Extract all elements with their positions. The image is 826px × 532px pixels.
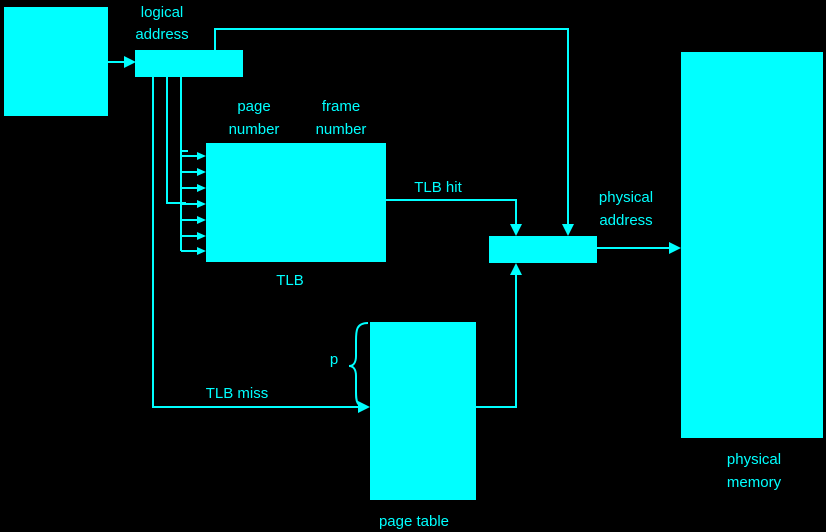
physical-address-to-memory-arrowhead xyxy=(669,242,681,254)
page-index-label: p xyxy=(330,351,338,368)
physical-address-label-line-2: address xyxy=(599,212,652,229)
logical-address-label-line-2: address xyxy=(135,26,188,43)
frame-number-label-line-1: frame xyxy=(322,98,360,115)
physical-address-label-line-1: physical xyxy=(599,189,653,206)
page-number-label-line-2: number xyxy=(229,121,280,138)
page-table-output-wire xyxy=(476,274,517,408)
physical-memory-box xyxy=(681,52,823,438)
tlb-probe-arrowhead xyxy=(197,184,206,192)
tlb-hit-wire xyxy=(386,199,517,225)
tlb-probe-wire-inner xyxy=(180,77,188,152)
offset-wire xyxy=(214,28,569,225)
tlb-miss-label: TLB miss xyxy=(206,385,269,402)
page-table-box xyxy=(370,322,476,500)
tlb-hit-label: TLB hit xyxy=(414,179,462,196)
physical-address-register xyxy=(489,236,597,263)
physical-memory-label-line-1: physical xyxy=(727,451,781,468)
offset-arrowhead xyxy=(562,224,574,236)
tlb-probe-arrowhead xyxy=(197,216,206,224)
tlb-probe-arrowhead xyxy=(197,247,206,255)
page-number-label-line-1: page xyxy=(237,98,270,115)
tlb-miss-wire xyxy=(152,77,360,408)
page-table-label: page table xyxy=(379,513,449,530)
physical-memory-label-line-2: memory xyxy=(727,474,782,491)
cpu-to-logical-arrowhead xyxy=(124,56,136,68)
tlb-probe-arrowhead xyxy=(197,200,206,208)
tlb-probe-arrowhead xyxy=(197,232,206,240)
logical-address-label-line-1: logical xyxy=(141,4,184,21)
page-index-brace xyxy=(348,322,369,408)
logical-address-register xyxy=(135,50,243,77)
tlb-probe-arrows xyxy=(181,152,206,255)
tlb-label: TLB xyxy=(276,272,304,289)
cpu-box xyxy=(4,7,108,116)
tlb-box xyxy=(206,143,386,262)
page-table-output-arrowhead xyxy=(510,263,522,275)
tlb-probe-wire-outer xyxy=(166,77,186,204)
tlb-probe-arrowhead xyxy=(197,152,206,160)
tlb-hit-arrowhead xyxy=(510,224,522,236)
frame-number-label-line-2: number xyxy=(316,121,367,138)
tlb-probe-arrowhead xyxy=(197,168,206,176)
